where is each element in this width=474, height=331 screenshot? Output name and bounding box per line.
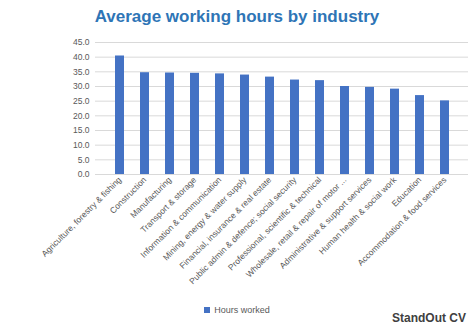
svg-text:5.0: 5.0 [78,155,90,165]
svg-text:25.0: 25.0 [73,96,90,106]
svg-text:Agriculture, forestry & fishin: Agriculture, forestry & fishing [39,175,123,259]
svg-text:Education: Education [389,174,424,209]
svg-text:15.0: 15.0 [73,125,90,135]
html-text:Average working hours by indus: Average working hours by industry [94,7,380,26]
svg-text:Financial, insurance & real es: Financial, insurance & real estate [177,174,274,271]
svg-text:Human health & social work: Human health & social work [317,174,399,256]
svg-text:35.0: 35.0 [73,67,90,77]
svg-text:Professional, scientific & tec: Professional, scientific & technical [226,175,324,273]
svg-text:Administrative & support servi: Administrative & support services [277,174,374,271]
svg-text:Construction: Construction [107,174,149,216]
html-text:StandOut CV: StandOut CV [392,311,466,325]
svg-text:10.0: 10.0 [73,140,90,150]
svg-text:45.0: 45.0 [73,37,90,47]
svg-text:Mining, energy & water supply: Mining, energy & water supply [160,174,249,263]
svg-text:Information & communication: Information & communication [138,174,224,260]
svg-text:Public admin & defence; social: Public admin & defence; social security [187,174,299,287]
svg-text:20.0: 20.0 [73,111,90,121]
svg-text:Accommodation & food services: Accommodation & food services [355,175,448,268]
svg-text:0.0: 0.0 [78,169,90,179]
svg-text:Manufacturing: Manufacturing [128,174,174,220]
svg-text:30.0: 30.0 [73,81,90,91]
svg-text:40.0: 40.0 [73,52,90,62]
svg-text:Transport & storage: Transport & storage [138,174,199,235]
html-text:Hours worked: Hours worked [214,305,270,315]
svg-text:Wholesale, retail & repair of: Wholesale, retail & repair of motor ... [244,175,349,280]
